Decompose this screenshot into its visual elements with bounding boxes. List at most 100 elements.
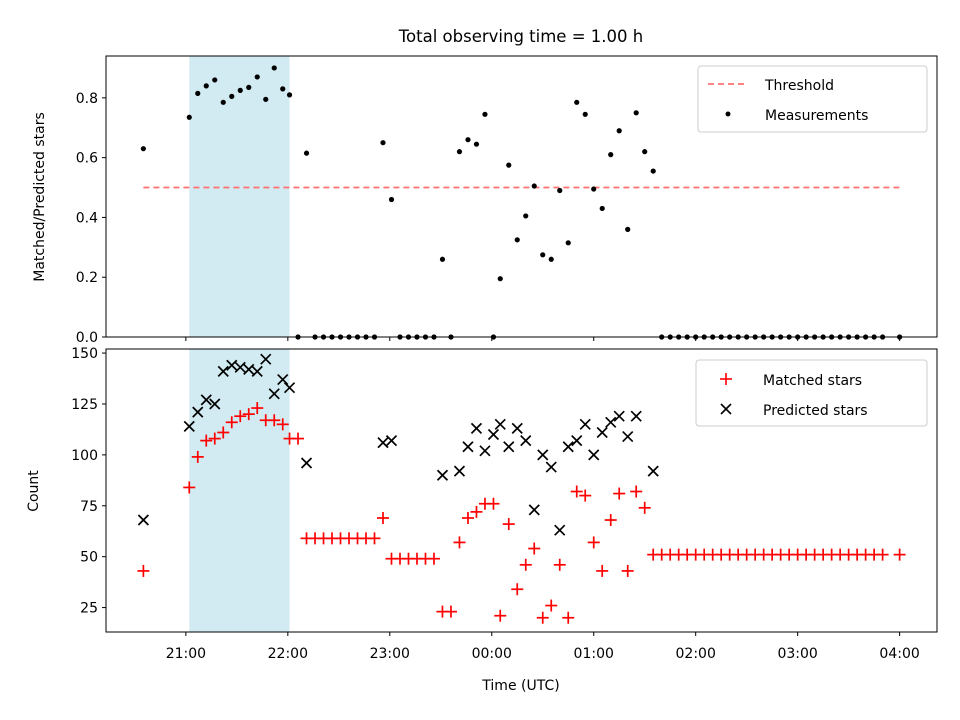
legend-matched-label: Matched stars (763, 373, 862, 389)
matched-star-point (368, 532, 381, 545)
predicted-star-point (596, 426, 608, 439)
bottom-y-tick-label: 125 (71, 397, 98, 413)
x-tick-label: 02:00 (676, 646, 716, 662)
measurement-point (540, 252, 546, 258)
matched-star-point (461, 511, 474, 524)
predicted-star-point (137, 514, 149, 526)
bottom-y-tick-label: 150 (71, 346, 98, 362)
bottom-axes-frame (105, 348, 938, 633)
predicted-star-point (200, 394, 212, 406)
matched-star-point (200, 434, 213, 447)
matched-star-point (225, 416, 238, 429)
matched-star-point (242, 408, 255, 421)
matched-star-point (208, 432, 221, 445)
matched-star-point (276, 418, 289, 431)
x-tick-label: 00:00 (472, 646, 512, 662)
matched-star-point (444, 605, 457, 618)
predicted-star-point (283, 382, 296, 394)
predicted-star-point (605, 416, 617, 428)
predicted-star-point (385, 435, 398, 447)
matched-star-point (427, 552, 440, 565)
top-axes-frame (105, 55, 938, 338)
matched-star-point (217, 426, 230, 439)
measurement-point (599, 205, 605, 212)
legend-predicted-swatch (720, 403, 732, 415)
top-panel: 0.00.20.40.60.8 Matched/Predicted stars … (32, 55, 938, 346)
top-y-tick-label: 0.8 (76, 91, 98, 107)
predicted-star-point (511, 422, 523, 435)
x-tick-label: 01:00 (574, 646, 614, 662)
measurement-point (523, 213, 529, 219)
bottom-y-tick-label: 75 (80, 499, 98, 515)
matched-star-point (536, 611, 549, 624)
predicted-star-point (470, 422, 483, 435)
measurement-point (186, 114, 192, 120)
predicted-star-point (462, 441, 474, 453)
legend-measurements-swatch (725, 111, 731, 117)
top-x-ticks (185, 337, 901, 341)
bottom-panel: 25 50 75 100 125 150 21:00 22:00 23:00 00:00 01:0… (26, 346, 938, 694)
bottom-y-tick-label: 100 (71, 448, 98, 464)
matched-star-point (587, 536, 600, 549)
matched-star-point (487, 497, 500, 510)
matched-star-point (137, 564, 150, 577)
matched-star-point (191, 450, 204, 463)
measurement-point (608, 152, 614, 158)
matched-star-point (494, 609, 507, 622)
measurement-point (531, 183, 537, 189)
predicted-star-point (613, 410, 625, 422)
measurement-point (497, 276, 503, 282)
matched-star-point (502, 518, 515, 531)
predicted-star-point (647, 465, 659, 477)
top-y-tick-label: 0.2 (76, 270, 98, 286)
measurement-point (625, 226, 631, 232)
x-tick-label: 23:00 (370, 646, 410, 662)
measurement-point (246, 84, 252, 90)
predicted-star-point (436, 469, 449, 481)
matched-star-point (553, 558, 566, 571)
measurement-point (616, 128, 622, 134)
measurement-point (237, 87, 243, 93)
legend-predicted-label: Predicted stars (763, 403, 868, 419)
predicted-star-point (226, 359, 238, 371)
measurement-point (650, 168, 656, 174)
matched-star-point (596, 564, 609, 577)
x-tick-label: 04:00 (879, 646, 919, 662)
bottom-markers (137, 353, 906, 624)
matched-star-point (630, 485, 643, 498)
measurement-point (633, 110, 639, 116)
legend-threshold-label: Threshold (764, 78, 834, 94)
predicted-star-point (217, 365, 229, 377)
matched-star-point (528, 542, 541, 555)
matched-star-point (604, 514, 617, 527)
matched-star-point (893, 548, 906, 561)
measurement-point (280, 86, 286, 92)
predicted-star-point (630, 410, 642, 422)
top-y-axis-label: Matched/Predicted stars (32, 112, 48, 282)
predicted-star-point (503, 441, 515, 453)
predicted-star-point (260, 353, 272, 365)
matched-star-point (579, 489, 592, 502)
top-shaded-interval (189, 56, 290, 337)
top-y-ticks: 0.0 0.2 0.4 0.6 0.8 (76, 91, 106, 346)
measurement-point (286, 92, 293, 98)
predicted-star-point (487, 428, 500, 441)
predicted-star-point (479, 445, 491, 457)
predicted-star-point (183, 420, 195, 432)
bottom-y-axis-label: Count (26, 470, 42, 512)
x-tick-label: 21:00 (166, 646, 206, 662)
top-legend-box (697, 65, 928, 133)
matched-star-point (562, 611, 575, 624)
matched-star-point (234, 410, 247, 423)
predicted-star-point (494, 418, 506, 430)
matched-star-point (183, 481, 196, 494)
measurement-point (388, 196, 395, 203)
predicted-star-point (243, 363, 255, 375)
measurement-point (229, 93, 235, 99)
predicted-star-point (528, 504, 540, 516)
measurement-point (548, 256, 554, 262)
bottom-y-ticks: 25 50 75 100 125 150 (71, 346, 106, 617)
measurement-point (557, 187, 563, 194)
bottom-x-ticks: 21:00 22:00 23:00 00:00 01:00 02:00 03:00 04:00 (166, 632, 920, 662)
